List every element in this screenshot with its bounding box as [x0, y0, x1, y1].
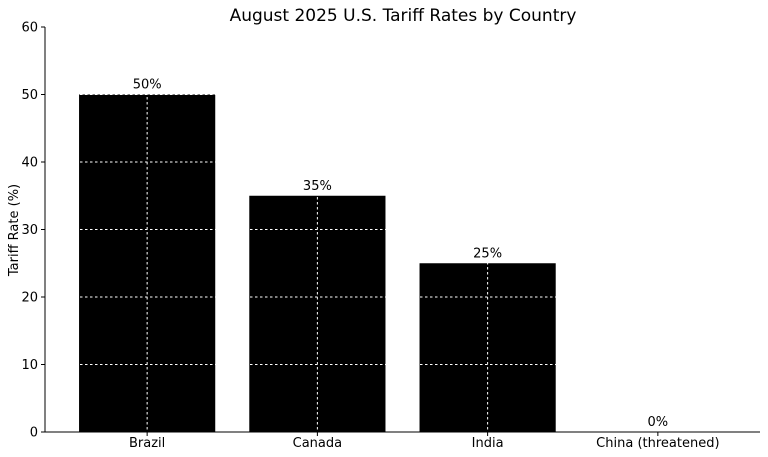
bar-value-label: 25% [473, 246, 502, 261]
x-tick-label: China (threatened) [596, 436, 719, 451]
y-axis-label: Tariff Rate (%) [7, 184, 22, 277]
x-tick-label: Brazil [129, 436, 165, 451]
x-tick-label: India [472, 436, 504, 451]
bar-value-label: 50% [133, 78, 162, 93]
x-tick-label: Canada [293, 436, 342, 451]
chart-title: August 2025 U.S. Tariff Rates by Country [230, 6, 577, 26]
y-axis-ticks: 0 10 20 30 40 50 60 [21, 21, 45, 441]
y-tick-label: 10 [21, 358, 38, 373]
bar-labels-group: 50% 35% 25% 0% [133, 78, 668, 431]
y-tick-label: 50 [21, 88, 38, 103]
y-tick-label: 40 [21, 156, 38, 171]
grid-group [45, 27, 760, 432]
bar-value-label: 0% [648, 415, 669, 430]
bar-value-label: 35% [303, 179, 332, 194]
y-tick-label: 0 [30, 426, 38, 441]
y-tick-label: 30 [21, 223, 38, 238]
y-tick-label: 20 [21, 291, 38, 306]
x-axis-ticks: Brazil Canada India China (threatened) [129, 432, 720, 451]
y-tick-label: 60 [21, 21, 38, 36]
